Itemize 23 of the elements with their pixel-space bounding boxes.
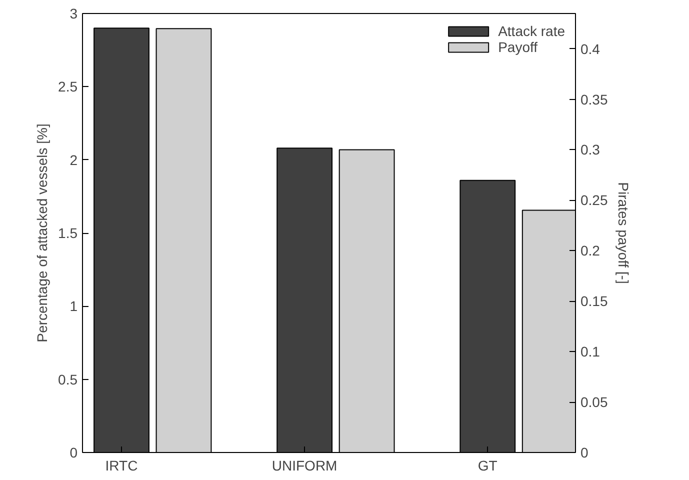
y-tick-label: 1 [70, 298, 78, 314]
y-tick-label: 0 [70, 444, 78, 460]
legend-label: Attack rate [498, 23, 565, 39]
y-tick-label: 2 [70, 152, 78, 168]
y2-tick-label: 0.25 [580, 192, 608, 208]
y2-tick-label: 0.1 [580, 344, 600, 360]
y2-tick-label: 0.3 [580, 142, 600, 158]
y-tick-label: 2.5 [58, 78, 78, 95]
y2-tick-label: 0.05 [580, 394, 608, 410]
y-tick-label: 0.5 [58, 371, 78, 388]
y-tick-label: 3 [70, 6, 78, 22]
y2-tick-label: 0 [580, 444, 588, 460]
y-axis-title: Percentage of attacked vessels [%] [34, 124, 50, 342]
legend-label: Payoff [498, 39, 538, 55]
x-tick-label: IRTC [105, 458, 138, 474]
y2-tick-label: 0.35 [580, 91, 608, 108]
y2-tick-label: 0.15 [580, 293, 608, 310]
y2-axis-title: Pirates payoff [-] [616, 182, 632, 284]
y2-tick-label: 0.4 [580, 40, 600, 57]
x-tick-label: GT [478, 458, 498, 474]
x-tick-label: UNIFORM [272, 458, 338, 474]
y-tick-label: 1.5 [58, 225, 78, 241]
y2-tick-label: 0.2 [580, 242, 600, 259]
